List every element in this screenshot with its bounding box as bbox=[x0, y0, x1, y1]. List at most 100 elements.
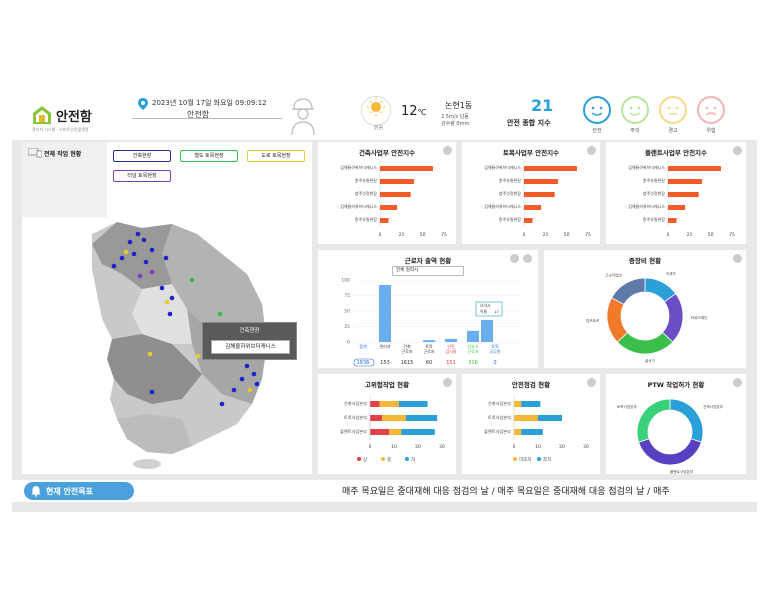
slice-label: 덤프트럭 bbox=[586, 318, 599, 323]
tick-label: 0 bbox=[513, 444, 516, 450]
bar[interactable] bbox=[380, 192, 411, 197]
tick-label: 0 bbox=[523, 232, 526, 238]
civil-panel-title: 토목사업부 안전지수 bbox=[502, 149, 560, 157]
face-1-icon bbox=[583, 96, 611, 124]
map-tooltip: 건축현장 김해율하위브더캐니스 bbox=[202, 322, 297, 360]
plant-panel-title: 플랜트사업부 안전지수 bbox=[644, 149, 708, 157]
donut-slice[interactable] bbox=[616, 331, 674, 355]
more-icon[interactable] bbox=[733, 378, 742, 387]
more-icon[interactable] bbox=[443, 146, 452, 155]
arch-panel-title: 건축사업부 안전지수 bbox=[358, 149, 416, 157]
value-label: 153 bbox=[380, 360, 390, 366]
more-icon[interactable] bbox=[733, 146, 742, 155]
bar[interactable] bbox=[668, 179, 703, 184]
stack-segment[interactable] bbox=[379, 401, 399, 407]
stack-segment[interactable] bbox=[521, 429, 543, 435]
dashboard-frame: 안전함 관리자 시스템 · 스마트안전플랫폼 2023년 10월 17일 화요일… bbox=[12, 90, 757, 512]
site-status-title: 전체 작업 현황 bbox=[44, 151, 82, 158]
bar[interactable] bbox=[445, 338, 457, 342]
stack-segment[interactable] bbox=[401, 429, 435, 435]
row-label: 토목사업본부 bbox=[488, 414, 511, 421]
category-label: 신호수 bbox=[467, 343, 478, 349]
legend-dot bbox=[405, 457, 409, 461]
equipment-panel-title: 중장비 현황 bbox=[628, 257, 662, 265]
stack-segment[interactable] bbox=[514, 415, 538, 421]
settings-icon[interactable] bbox=[523, 254, 532, 263]
bar[interactable] bbox=[524, 166, 577, 171]
safety-goal-button[interactable]: 현재 안전목표 bbox=[24, 482, 134, 500]
current-site[interactable]: 안전함 bbox=[187, 110, 210, 119]
bar[interactable] bbox=[380, 166, 433, 171]
face-label: 위험 bbox=[706, 128, 716, 134]
donut-slice[interactable] bbox=[661, 293, 684, 343]
chip-railway-site[interactable]: 철도 토목현장 bbox=[180, 150, 238, 162]
bar-highlight[interactable] bbox=[481, 320, 493, 342]
ptw-panel-title: PTW 작업허가 현황 bbox=[647, 381, 705, 389]
worker-avatar-icon bbox=[291, 98, 315, 135]
header-bar: 안전함 관리자 시스템 · 스마트안전플랫폼 2023년 10월 17일 화요일… bbox=[12, 90, 757, 140]
bar[interactable] bbox=[423, 340, 435, 342]
bar[interactable] bbox=[380, 205, 398, 210]
tick-label: 30 bbox=[439, 444, 445, 450]
logo[interactable]: 안전함 bbox=[32, 102, 122, 128]
chip-road-site[interactable]: 도로 토목현장 bbox=[247, 150, 305, 162]
bar[interactable] bbox=[668, 192, 699, 197]
safety-goal-label: 현재 안전목표 bbox=[46, 486, 93, 496]
bar[interactable] bbox=[668, 218, 677, 223]
contractor-select[interactable]: 전체 협력사 bbox=[392, 266, 464, 276]
legend-dot bbox=[537, 457, 541, 461]
stack-segment[interactable] bbox=[398, 401, 428, 407]
bar[interactable] bbox=[524, 218, 533, 223]
bar[interactable] bbox=[668, 205, 686, 210]
stack-segment[interactable] bbox=[538, 415, 562, 421]
stack-segment[interactable] bbox=[389, 429, 402, 435]
bar[interactable] bbox=[524, 179, 559, 184]
tooltip-site-name[interactable]: 김해율하위브더캐니스 bbox=[211, 340, 290, 354]
slice-label: 건축사업본부 bbox=[703, 404, 724, 409]
donut-slice[interactable] bbox=[611, 277, 646, 305]
more-icon[interactable] bbox=[510, 254, 519, 263]
tick-label: 75 bbox=[441, 232, 447, 238]
tick-label: 10 bbox=[391, 444, 397, 450]
stack-segment[interactable] bbox=[370, 429, 390, 435]
more-icon[interactable] bbox=[443, 378, 452, 387]
donut-slice[interactable] bbox=[638, 438, 702, 466]
bar[interactable] bbox=[467, 330, 479, 342]
bar[interactable] bbox=[379, 284, 391, 342]
more-icon[interactable] bbox=[733, 254, 742, 263]
bar[interactable] bbox=[380, 218, 389, 223]
chip-tunnel-site[interactable]: 터널 토목현장 bbox=[113, 170, 171, 182]
donut-slice[interactable] bbox=[669, 398, 704, 443]
tooltip-label: 이름 bbox=[480, 309, 487, 314]
more-icon[interactable] bbox=[587, 378, 596, 387]
high-risk-work-panel: 고위험작업 현황 건축사업본부 토목사업본부 플랜트사업본부 0 10 20 30 상 중 하 bbox=[318, 374, 456, 474]
stack-segment[interactable] bbox=[382, 415, 406, 421]
stack-segment[interactable] bbox=[514, 429, 522, 435]
chip-building-site[interactable]: 건축현장 bbox=[113, 150, 171, 162]
tick-label: 0 bbox=[379, 232, 382, 238]
attendance-panel: 근로자 출역 현황 전체 협력사 0 25 50 75 100 합계 1836 관리자 153 건… bbox=[318, 250, 538, 368]
stack-segment[interactable] bbox=[406, 415, 438, 421]
bar[interactable] bbox=[524, 192, 555, 197]
stack-segment[interactable] bbox=[514, 401, 522, 407]
category-label: 근로자 bbox=[401, 348, 412, 354]
bar[interactable] bbox=[524, 205, 542, 210]
stack-segment[interactable] bbox=[370, 401, 380, 407]
y-tick: 0 bbox=[347, 340, 350, 346]
tick-label: 25 bbox=[686, 232, 692, 238]
legend-label: 중 bbox=[387, 457, 391, 463]
y-tick: 50 bbox=[344, 309, 350, 315]
slice-label: 타워크레인 bbox=[691, 315, 708, 320]
stack-segment[interactable] bbox=[370, 415, 382, 421]
stack-segment[interactable] bbox=[521, 401, 541, 407]
bell-icon bbox=[31, 486, 41, 497]
temperature: 12℃ bbox=[401, 104, 427, 119]
category-label: 토목 bbox=[425, 344, 433, 349]
bar[interactable] bbox=[668, 166, 721, 171]
donut-slice[interactable] bbox=[636, 398, 671, 443]
house-shield-icon bbox=[33, 106, 51, 124]
y-tick: 25 bbox=[344, 324, 350, 330]
bar[interactable] bbox=[380, 179, 415, 184]
more-icon[interactable] bbox=[587, 146, 596, 155]
